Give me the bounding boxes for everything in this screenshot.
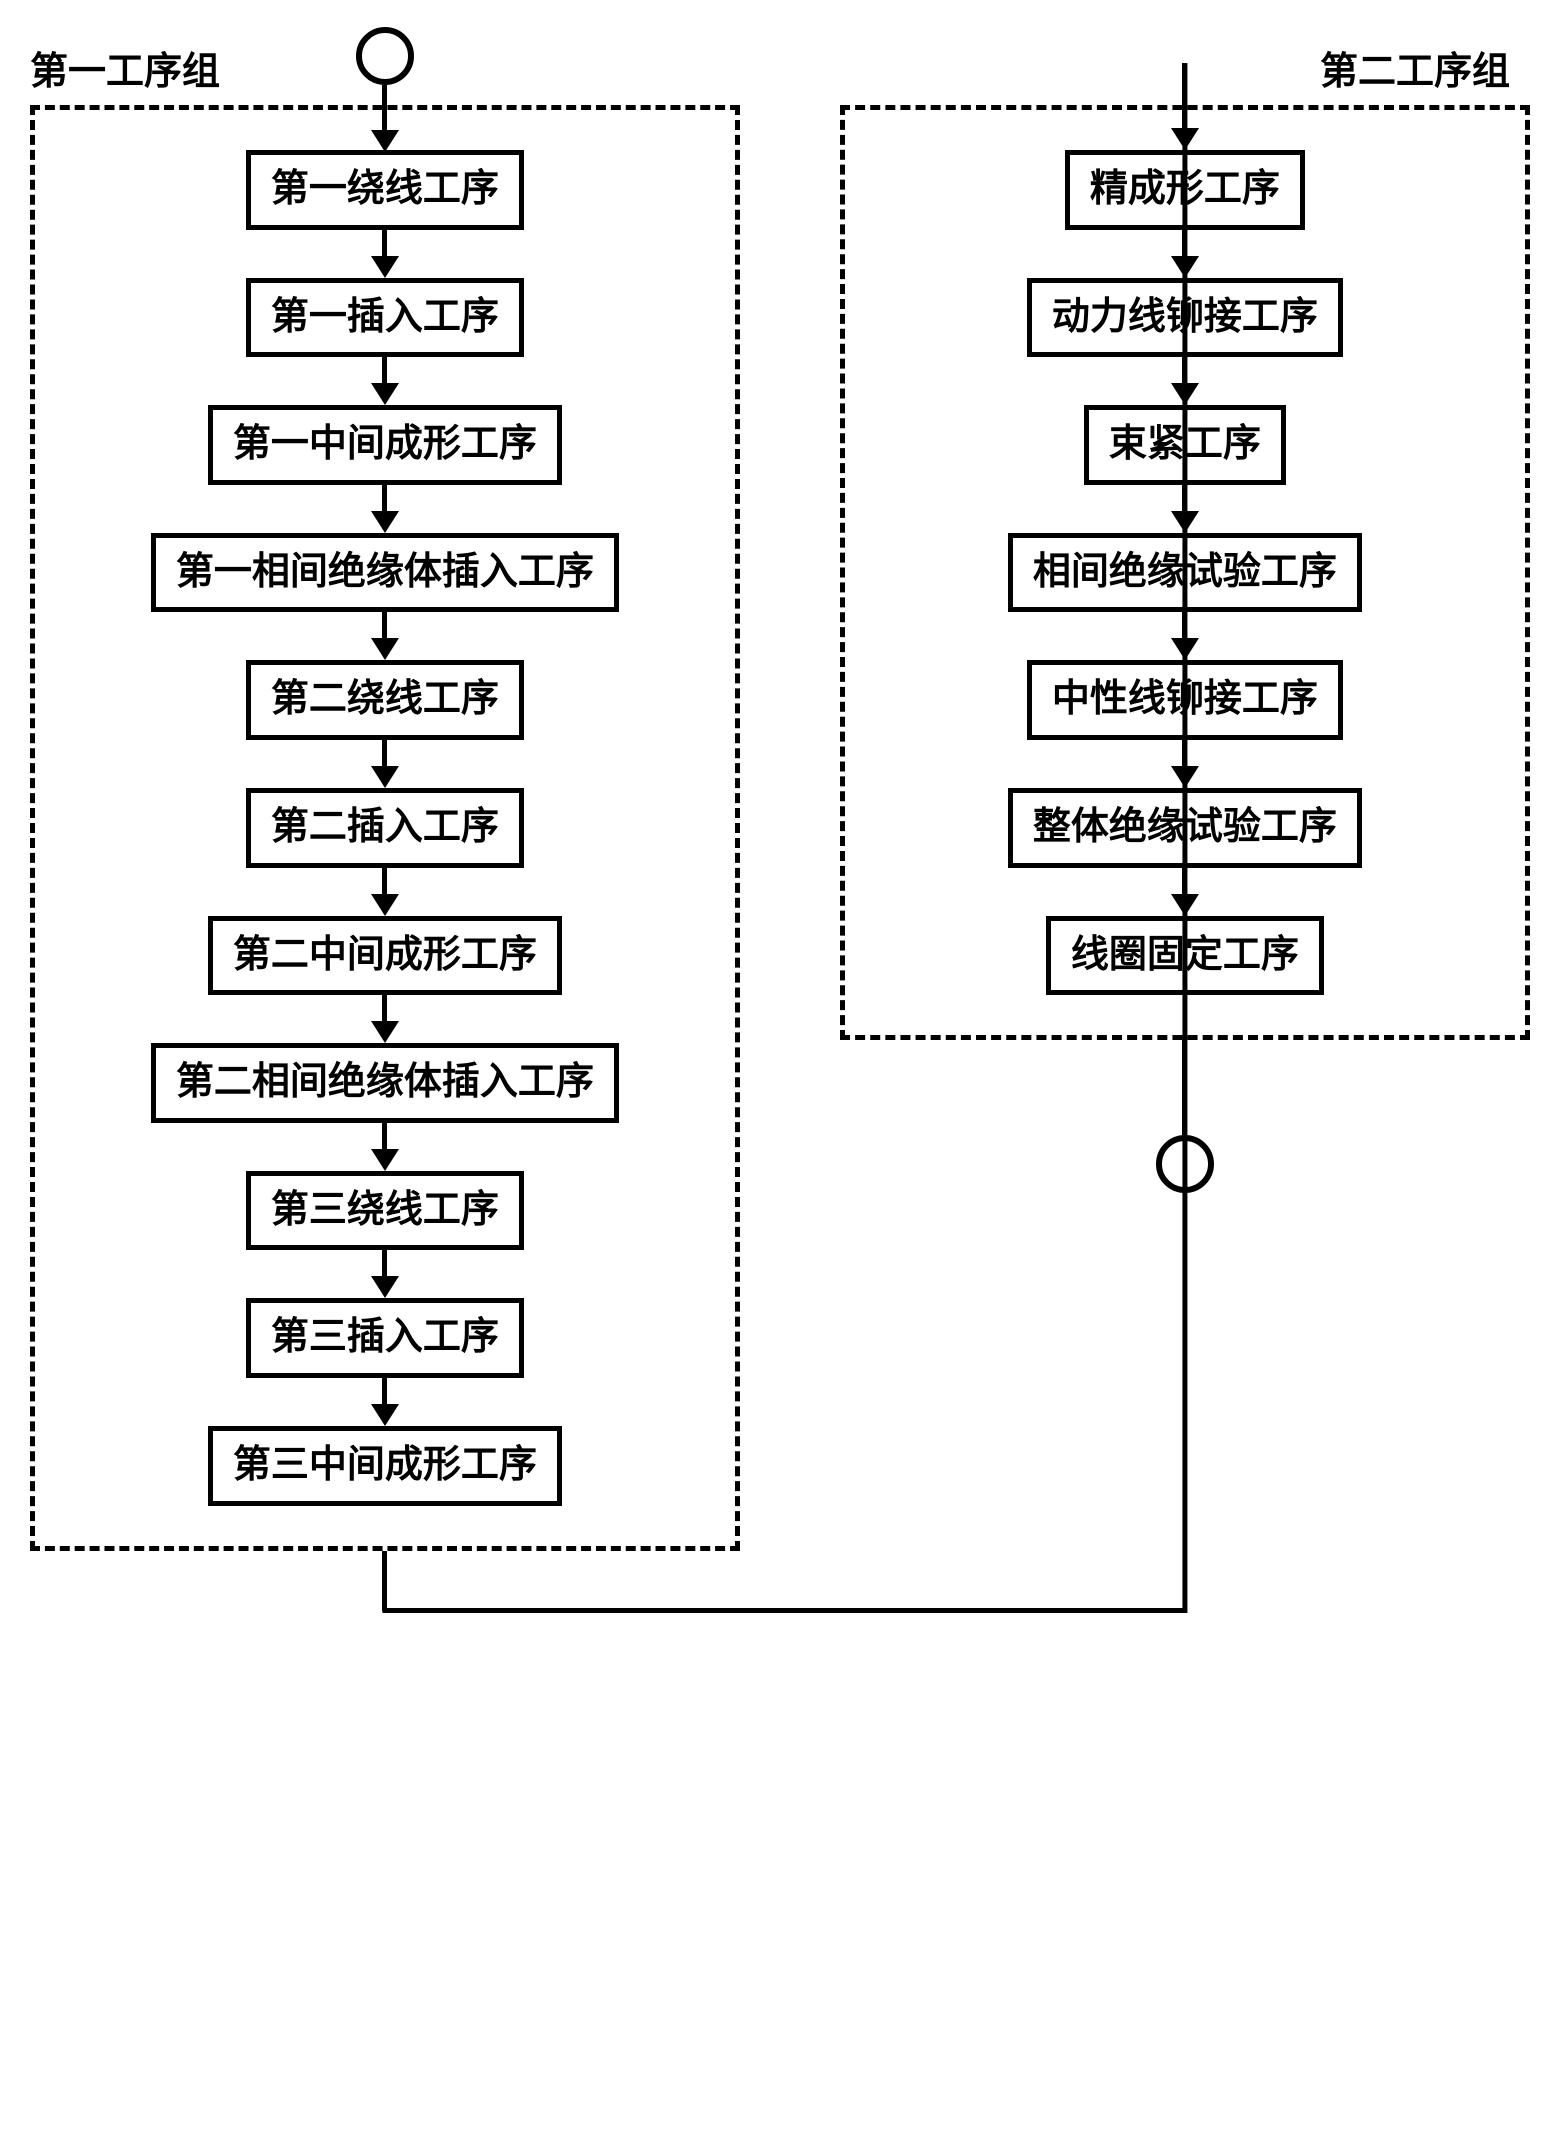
start-marker (30, 27, 740, 85)
group-1-column: 第一工序组 第一绕线工序第一插入工序第一中间成形工序第一相间绝缘体插入工序第二绕… (30, 40, 740, 1611)
arrow-down-icon (1171, 612, 1199, 660)
arrow-down-icon (371, 740, 399, 788)
group-1-step-5: 第二绕线工序 (246, 660, 524, 740)
group-2-step-7: 线圈固定工序 (1046, 916, 1324, 996)
arrow-down-icon (1171, 230, 1199, 278)
group-1-step-9: 第三绕线工序 (246, 1171, 524, 1251)
group-1-exit (30, 1551, 740, 1611)
group-1-step-10: 第三插入工序 (246, 1298, 524, 1378)
group-1-steps: 第一绕线工序第一插入工序第一中间成形工序第一相间绝缘体插入工序第二绕线工序第二插… (63, 150, 707, 1506)
arrow-down-icon (371, 995, 399, 1043)
arrow-down-icon (371, 1378, 399, 1426)
group-1-step-1: 第一绕线工序 (246, 150, 524, 230)
arrow-down-icon (371, 1123, 399, 1171)
arrow-down-icon (371, 1250, 399, 1298)
entry-connector (30, 85, 740, 152)
group-1-step-7: 第二中间成形工序 (208, 916, 562, 996)
group-1-step-2: 第一插入工序 (246, 278, 524, 358)
end-connector (840, 1040, 1530, 1193)
group-1-step-3: 第一中间成形工序 (208, 405, 562, 485)
group-2-step-2: 动力线铆接工序 (1027, 278, 1343, 358)
start-circle (356, 27, 414, 85)
group-1-step-8: 第二相间绝缘体插入工序 (151, 1043, 619, 1123)
arrow-down-icon (371, 485, 399, 533)
group-2-steps: 精成形工序动力线铆接工序束紧工序相间绝缘试验工序中性线铆接工序整体绝缘试验工序线… (873, 150, 1497, 995)
group-2-step-5: 中性线铆接工序 (1027, 660, 1343, 740)
group-2-entry (840, 63, 1530, 150)
arrow-down-icon (1171, 740, 1199, 788)
group-1-step-6: 第二插入工序 (246, 788, 524, 868)
arrow-down-icon (371, 230, 399, 278)
group-2-box: 精成形工序动力线铆接工序束紧工序相间绝缘试验工序中性线铆接工序整体绝缘试验工序线… (840, 105, 1530, 1040)
arrow-down-icon (371, 357, 399, 405)
flowchart-container: 第一工序组 第一绕线工序第一插入工序第一中间成形工序第一相间绝缘体插入工序第二绕… (30, 40, 1530, 1611)
group-2-step-1: 精成形工序 (1065, 150, 1305, 230)
arrow-down-icon (371, 868, 399, 916)
group-2-column: 第二工序组 精成形工序动力线铆接工序束紧工序相间绝缘试验工序中性线铆接工序整体绝… (840, 40, 1530, 1611)
group-1-box: 第一绕线工序第一插入工序第一中间成形工序第一相间绝缘体插入工序第二绕线工序第二插… (30, 105, 740, 1551)
group-1-step-11: 第三中间成形工序 (208, 1426, 562, 1506)
arrow-down-icon (1171, 868, 1199, 916)
group-1-step-4: 第一相间绝缘体插入工序 (151, 533, 619, 613)
group-2-step-3: 束紧工序 (1084, 405, 1286, 485)
group-2-step-4: 相间绝缘试验工序 (1008, 533, 1362, 613)
arrow-down-icon (1171, 357, 1199, 405)
arrow-down-icon (1171, 485, 1199, 533)
end-circle (1156, 1135, 1214, 1193)
group-2-step-6: 整体绝缘试验工序 (1008, 788, 1362, 868)
arrow-down-icon (371, 612, 399, 660)
